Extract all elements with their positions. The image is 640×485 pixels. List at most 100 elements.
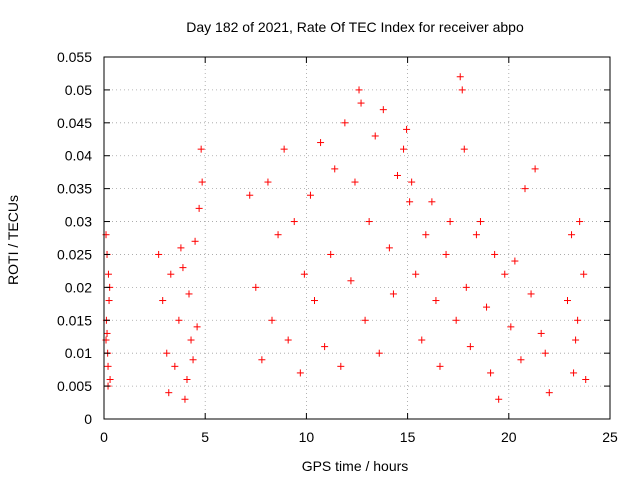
data-point <box>371 132 379 140</box>
data-point <box>177 244 185 252</box>
data-point <box>185 290 193 298</box>
data-point <box>501 270 509 278</box>
data-point <box>527 290 535 298</box>
data-point <box>198 178 206 186</box>
y-tick-label: 0.025 <box>57 246 92 262</box>
data-point <box>436 362 444 370</box>
x-tick-label: 15 <box>400 429 416 445</box>
y-tick-label: 0.04 <box>65 148 92 164</box>
data-point <box>105 297 113 305</box>
data-point <box>181 395 189 403</box>
data-point <box>568 231 576 239</box>
data-point <box>258 356 266 364</box>
data-point <box>403 125 411 133</box>
data-point <box>327 250 335 258</box>
data-point <box>495 395 503 403</box>
data-point <box>375 349 383 357</box>
y-tick-label: 0.05 <box>65 82 92 98</box>
data-point <box>442 250 450 258</box>
data-point <box>317 139 325 147</box>
data-point <box>191 237 199 245</box>
data-point <box>284 336 292 344</box>
data-point <box>171 362 179 370</box>
x-tick-labels: 0 5 10 15 20 25 <box>100 429 618 445</box>
data-point <box>193 323 201 331</box>
data-point <box>385 244 393 252</box>
data-point <box>580 270 588 278</box>
data-point <box>167 270 175 278</box>
plot-frame <box>103 56 611 420</box>
y-axis-label: ROTI / TECUs <box>5 195 21 285</box>
data-point <box>507 323 515 331</box>
data-point <box>487 369 495 377</box>
data-point <box>351 178 359 186</box>
data-point <box>175 316 183 324</box>
data-point <box>264 178 272 186</box>
data-point <box>517 356 525 364</box>
data-point <box>460 145 468 153</box>
data-point <box>462 283 470 291</box>
data-point <box>159 297 167 305</box>
data-point <box>365 218 373 226</box>
data-point <box>576 218 584 226</box>
data-point <box>106 376 114 384</box>
data-point <box>189 356 197 364</box>
data-point <box>521 185 529 193</box>
data-point <box>572 336 580 344</box>
y-tick-label: 0.005 <box>57 378 92 394</box>
data-point <box>195 204 203 212</box>
y-tick-label: 0.035 <box>57 181 92 197</box>
data-point <box>310 297 318 305</box>
data-point <box>337 362 345 370</box>
data-point <box>341 119 349 127</box>
data-point <box>531 165 539 173</box>
data-point <box>280 145 288 153</box>
data-point <box>165 389 173 397</box>
data-point <box>246 191 254 199</box>
data-point <box>483 303 491 311</box>
data-point <box>252 283 260 291</box>
data-point <box>268 316 276 324</box>
y-tick-label: 0.02 <box>65 279 92 295</box>
data-point <box>355 86 363 94</box>
data-point <box>163 349 171 357</box>
data-point <box>361 316 369 324</box>
data-point <box>446 218 454 226</box>
data-point <box>179 264 187 272</box>
data-point <box>432 297 440 305</box>
data-point <box>476 218 484 226</box>
data-point <box>274 231 282 239</box>
data-point <box>104 270 112 278</box>
data-point <box>104 362 112 370</box>
data-point <box>347 277 355 285</box>
data-point <box>537 329 545 337</box>
data-point <box>458 86 466 94</box>
x-tick-label: 5 <box>201 429 209 445</box>
data-point <box>541 349 549 357</box>
y-tick-label: 0 <box>84 411 92 427</box>
data-point <box>379 106 387 114</box>
data-point <box>511 257 519 265</box>
data-point <box>456 73 464 81</box>
data-point <box>452 316 460 324</box>
data-point <box>406 198 414 206</box>
data-point <box>389 290 397 298</box>
data-point <box>103 329 111 337</box>
data-point <box>296 369 304 377</box>
y-tick-label: 0.045 <box>57 115 92 131</box>
data-point <box>563 297 571 305</box>
x-tick-label: 0 <box>100 429 108 445</box>
data-point <box>400 145 408 153</box>
data-point <box>331 165 339 173</box>
y-tick-label: 0.01 <box>65 345 92 361</box>
data-point <box>183 376 191 384</box>
data-point <box>321 343 329 351</box>
data-point <box>300 270 308 278</box>
grid <box>104 57 610 419</box>
data-point <box>393 171 401 179</box>
y-tick-label: 0.015 <box>57 312 92 328</box>
data-point <box>290 218 298 226</box>
data-point <box>197 145 205 153</box>
